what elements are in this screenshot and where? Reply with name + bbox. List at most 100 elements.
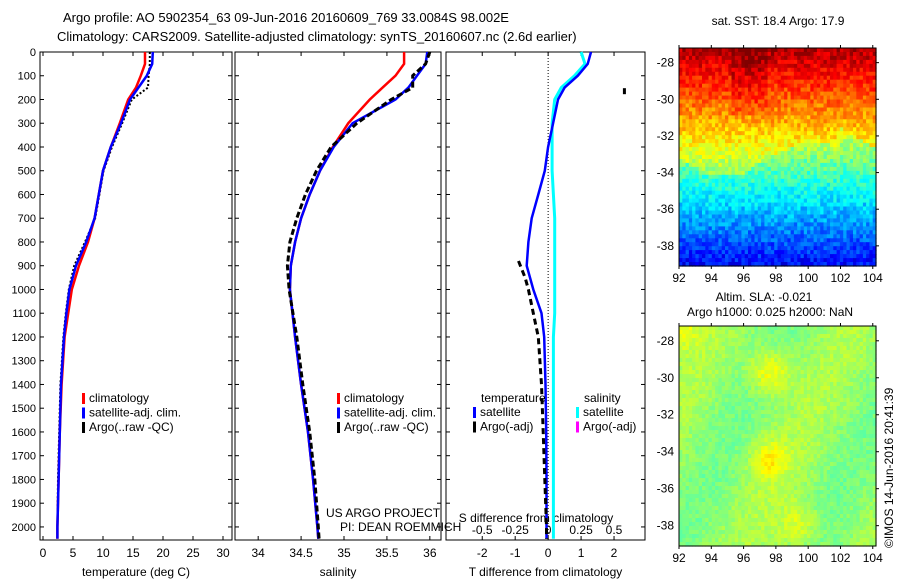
- map-cell: [688, 214, 693, 220]
- map-cell: [784, 414, 788, 419]
- map-cell: [711, 71, 716, 77]
- map-cell: [813, 202, 818, 208]
- map-cell: [702, 230, 706, 235]
- map-cell: [826, 67, 831, 73]
- map-cell: [715, 374, 719, 379]
- map-cell: [685, 91, 690, 97]
- map-cell: [702, 151, 706, 156]
- map-cell: [869, 178, 874, 184]
- map-cell: [702, 242, 706, 247]
- map-cell: [823, 350, 828, 355]
- map-cell: [810, 52, 815, 57]
- map-cell: [770, 143, 775, 148]
- map-cell: [679, 354, 683, 359]
- map-cell: [816, 75, 821, 81]
- map-cell: [734, 246, 739, 251]
- map-cell: [803, 218, 808, 223]
- y-tick-label: 1200: [12, 332, 36, 344]
- map-cell: [826, 155, 831, 160]
- map-cell: [777, 166, 782, 172]
- map-cell: [862, 194, 867, 200]
- map-cell: [767, 186, 772, 192]
- map-cell: [748, 222, 752, 227]
- map-cell: [741, 155, 746, 160]
- map-cell: [846, 178, 851, 184]
- map-cell: [754, 75, 759, 81]
- map-cell: [679, 366, 683, 371]
- map-cell: [718, 350, 723, 355]
- map-cell: [734, 418, 739, 423]
- map-cell: [866, 230, 870, 235]
- map-cell: [757, 59, 762, 65]
- map-cell: [869, 218, 874, 223]
- map-cell: [803, 119, 808, 124]
- map-cell: [774, 334, 779, 339]
- map-cell: [702, 214, 706, 220]
- map-cell: [843, 350, 848, 355]
- map-cell: [810, 414, 815, 419]
- map-cell: [777, 226, 782, 231]
- map-cell: [790, 63, 795, 69]
- map-cell: [830, 406, 834, 411]
- map-cell: [692, 346, 696, 351]
- map-cell: [853, 402, 857, 407]
- map-cell: [872, 410, 877, 415]
- map-cell: [731, 131, 736, 136]
- map-cell: [725, 95, 729, 101]
- map-cell: [856, 198, 861, 204]
- map-cell: [721, 170, 726, 176]
- map-cell: [833, 414, 838, 419]
- map-cell: [807, 75, 811, 81]
- map-cell: [718, 143, 723, 148]
- map-cell: [856, 258, 861, 263]
- map-cell: [856, 87, 861, 93]
- map-cell: [807, 83, 811, 89]
- map-cell: [718, 55, 723, 61]
- map-cell: [695, 326, 700, 331]
- map-cell: [692, 59, 696, 65]
- map-cell: [780, 63, 785, 69]
- map-cell: [797, 127, 802, 132]
- map-cell: [721, 350, 726, 355]
- map-cell: [711, 52, 716, 57]
- map-cell: [807, 214, 811, 220]
- map-cell: [846, 75, 851, 81]
- map-cell: [836, 222, 841, 227]
- map-cell: [816, 91, 821, 97]
- map-cell: [734, 406, 739, 411]
- map-cell: [744, 354, 749, 359]
- map-cell: [692, 182, 696, 188]
- map-cell: [679, 218, 683, 223]
- map-cell: [836, 59, 841, 65]
- map-cell: [859, 386, 864, 391]
- map-cell: [816, 166, 821, 172]
- map-cell: [862, 258, 867, 263]
- map-cell: [839, 166, 844, 172]
- map-cell: [685, 143, 690, 148]
- map-cell: [833, 326, 838, 331]
- map-cell: [777, 362, 782, 367]
- map-cell: [826, 238, 831, 243]
- map-cell: [767, 398, 772, 403]
- x-tick-label: 34: [251, 546, 265, 560]
- map-cell: [790, 194, 795, 200]
- map-cell: [869, 83, 874, 89]
- map-cell: [682, 202, 687, 208]
- map-cell: [836, 226, 841, 231]
- map-cell: [820, 238, 825, 243]
- map-cell: [698, 95, 703, 101]
- map-cell: [679, 186, 683, 192]
- map-cell: [721, 194, 726, 200]
- map-cell: [757, 174, 762, 180]
- map-cell: [761, 410, 765, 415]
- map-cell: [780, 398, 785, 403]
- map-cell: [682, 52, 687, 57]
- map-cell: [839, 214, 844, 220]
- map-cell: [862, 48, 867, 53]
- map-cell: [705, 48, 710, 53]
- map-cell: [872, 55, 877, 61]
- map-cell: [698, 79, 703, 85]
- map-cell: [784, 151, 788, 156]
- map-cell: [823, 123, 828, 128]
- map-cell: [754, 242, 759, 247]
